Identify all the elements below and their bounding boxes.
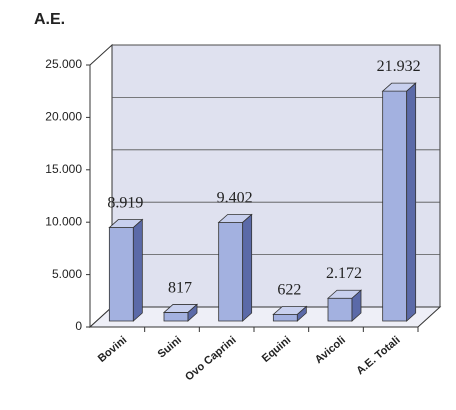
value-label: 2.172 xyxy=(326,265,362,282)
bar xyxy=(381,82,417,322)
y-tick-label: 10.000 xyxy=(45,214,82,228)
bar xyxy=(326,289,363,322)
y-tick-label: 25.000 xyxy=(45,57,82,71)
value-label: 8.919 xyxy=(107,195,143,212)
y-tick-label: 5.000 xyxy=(52,267,82,281)
side-wall xyxy=(89,43,113,329)
bar-side xyxy=(242,213,253,322)
x-tick-label: Ovo Caprini xyxy=(183,334,238,383)
x-tick-label: Suini xyxy=(156,334,184,360)
bar-front xyxy=(108,227,134,322)
x-tick-label: A.E. Totali xyxy=(354,334,402,377)
bar xyxy=(217,213,253,322)
bar-front xyxy=(272,314,298,322)
bar xyxy=(272,305,308,322)
bar xyxy=(108,218,144,322)
bar-front xyxy=(382,90,408,322)
x-tick-label: Avicoli xyxy=(313,334,348,366)
bar-front xyxy=(163,312,189,322)
chart-title: A.E. xyxy=(34,11,65,28)
value-label: 21.932 xyxy=(377,58,421,75)
y-tick-label: 0 xyxy=(75,319,82,333)
bar-side xyxy=(406,82,417,322)
bar-side xyxy=(296,305,307,322)
value-label: 622 xyxy=(277,281,301,298)
value-label: 9.402 xyxy=(217,189,253,206)
bar xyxy=(162,303,199,322)
x-tick-label: Equini xyxy=(260,334,293,365)
y-tick-label: 20.000 xyxy=(45,110,82,124)
y-tick-label: 15.000 xyxy=(45,162,82,176)
bar-front xyxy=(218,222,244,322)
bar-side xyxy=(132,218,143,322)
bar-side xyxy=(351,289,362,322)
x-tick-label: Bovini xyxy=(96,334,129,365)
bar-front xyxy=(327,297,353,322)
bar-side xyxy=(187,303,198,322)
value-label: 817 xyxy=(168,279,192,296)
